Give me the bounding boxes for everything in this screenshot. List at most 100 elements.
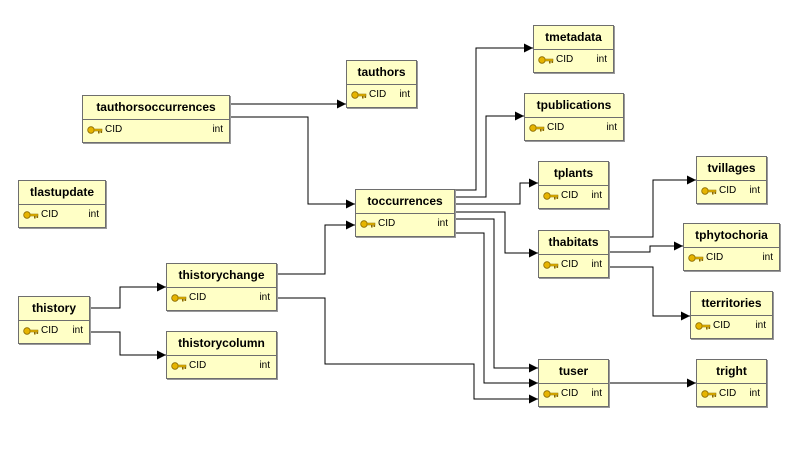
- column-row: CID int: [19, 321, 89, 341]
- table-name: tplants: [539, 162, 608, 186]
- table-tauthors[interactable]: tauthors CID int: [346, 60, 417, 108]
- relationship-line: [90, 331, 166, 360]
- table-name: tvillages: [697, 157, 766, 181]
- relationship-line: [455, 111, 524, 198]
- column-type: int: [749, 388, 760, 399]
- relationship-line: [455, 43, 533, 191]
- table-name: thabitats: [539, 231, 608, 255]
- relationship-line: [609, 266, 690, 321]
- table-name: thistorycolumn: [167, 332, 276, 356]
- column-name: CID: [189, 360, 207, 371]
- column-type: int: [259, 360, 270, 371]
- column-type: int: [212, 124, 223, 135]
- key-icon: [543, 192, 559, 200]
- column-row: CID int: [684, 248, 779, 268]
- table-thistorychange[interactable]: thistorychange CID int: [166, 263, 277, 311]
- relationship-line: [90, 282, 166, 309]
- column-row: CID int: [539, 384, 608, 404]
- table-tright[interactable]: tright CID int: [696, 359, 767, 407]
- column-name: CID: [547, 122, 565, 133]
- table-name: tmetadata: [534, 26, 613, 50]
- column-name: CID: [561, 259, 579, 270]
- key-icon: [688, 254, 704, 262]
- key-icon: [23, 211, 39, 219]
- column-name: CID: [41, 325, 59, 336]
- column-type: int: [755, 320, 766, 331]
- key-icon: [360, 220, 376, 228]
- column-name: CID: [369, 89, 387, 100]
- table-thistorycolumn[interactable]: thistorycolumn CID int: [166, 331, 277, 379]
- column-row: CID int: [167, 288, 276, 308]
- column-type: int: [596, 54, 607, 65]
- column-name: CID: [189, 292, 207, 303]
- column-row: CID int: [356, 214, 454, 234]
- relationship-line: [230, 116, 355, 209]
- table-name: tuser: [539, 360, 608, 384]
- column-type: int: [591, 190, 602, 201]
- table-tterritories[interactable]: tterritories CID int: [690, 291, 773, 339]
- column-name: CID: [556, 54, 574, 65]
- column-row: CID int: [539, 255, 608, 275]
- column-type: int: [591, 259, 602, 270]
- key-icon: [529, 124, 545, 132]
- column-row: CID int: [525, 118, 623, 138]
- table-name: tlastupdate: [19, 181, 105, 205]
- table-name: thistorychange: [167, 264, 276, 288]
- column-row: CID int: [347, 85, 416, 105]
- table-tphytochoria[interactable]: tphytochoria CID int: [683, 223, 780, 271]
- table-name: tauthorsoccurrences: [83, 96, 229, 120]
- column-row: CID int: [697, 181, 766, 201]
- column-type: int: [399, 89, 410, 100]
- key-icon: [543, 390, 559, 398]
- table-tauthorsoccurrences[interactable]: tauthorsoccurrences CID int: [82, 95, 230, 143]
- table-tlastupdate[interactable]: tlastupdate CID int: [18, 180, 106, 228]
- relationship-line: [277, 297, 538, 404]
- table-tpublications[interactable]: tpublications CID int: [524, 93, 624, 141]
- key-icon: [543, 261, 559, 269]
- key-icon: [87, 126, 103, 134]
- column-type: int: [749, 185, 760, 196]
- column-row: CID int: [19, 205, 105, 225]
- key-icon: [23, 327, 39, 335]
- column-name: CID: [719, 388, 737, 399]
- table-name: tright: [697, 360, 766, 384]
- column-type: int: [762, 252, 773, 263]
- table-tuser[interactable]: tuser CID int: [538, 359, 609, 407]
- table-thabitats[interactable]: thabitats CID int: [538, 230, 609, 278]
- key-icon: [171, 362, 187, 370]
- relationship-line: [455, 218, 538, 373]
- key-icon: [538, 56, 554, 64]
- column-type: int: [437, 218, 448, 229]
- key-icon: [701, 187, 717, 195]
- column-name: CID: [561, 190, 579, 201]
- column-name: CID: [706, 252, 724, 263]
- relationship-line: [609, 175, 696, 238]
- table-thistory[interactable]: thistory CID int: [18, 296, 90, 344]
- column-type: int: [259, 292, 270, 303]
- column-name: CID: [719, 185, 737, 196]
- table-name: tpublications: [525, 94, 623, 118]
- table-name: tphytochoria: [684, 224, 779, 248]
- column-name: CID: [105, 124, 123, 135]
- table-name: toccurrences: [356, 190, 454, 214]
- table-name: thistory: [19, 297, 89, 321]
- column-row: CID int: [539, 186, 608, 206]
- column-type: int: [88, 209, 99, 220]
- table-tmetadata[interactable]: tmetadata CID int: [533, 25, 614, 73]
- table-tvillages[interactable]: tvillages CID int: [696, 156, 767, 204]
- relationship-line: [455, 211, 538, 258]
- column-name: CID: [41, 209, 59, 220]
- relationship-line: [455, 178, 538, 205]
- column-row: CID int: [697, 384, 766, 404]
- column-row: CID int: [83, 120, 229, 140]
- key-icon: [171, 294, 187, 302]
- column-name: CID: [378, 218, 396, 229]
- column-row: CID int: [534, 50, 613, 70]
- relationship-line: [455, 232, 538, 388]
- table-toccurrences[interactable]: toccurrences CID int: [355, 189, 455, 237]
- column-type: int: [606, 122, 617, 133]
- table-tplants[interactable]: tplants CID int: [538, 161, 609, 209]
- key-icon: [701, 390, 717, 398]
- column-type: int: [72, 325, 83, 336]
